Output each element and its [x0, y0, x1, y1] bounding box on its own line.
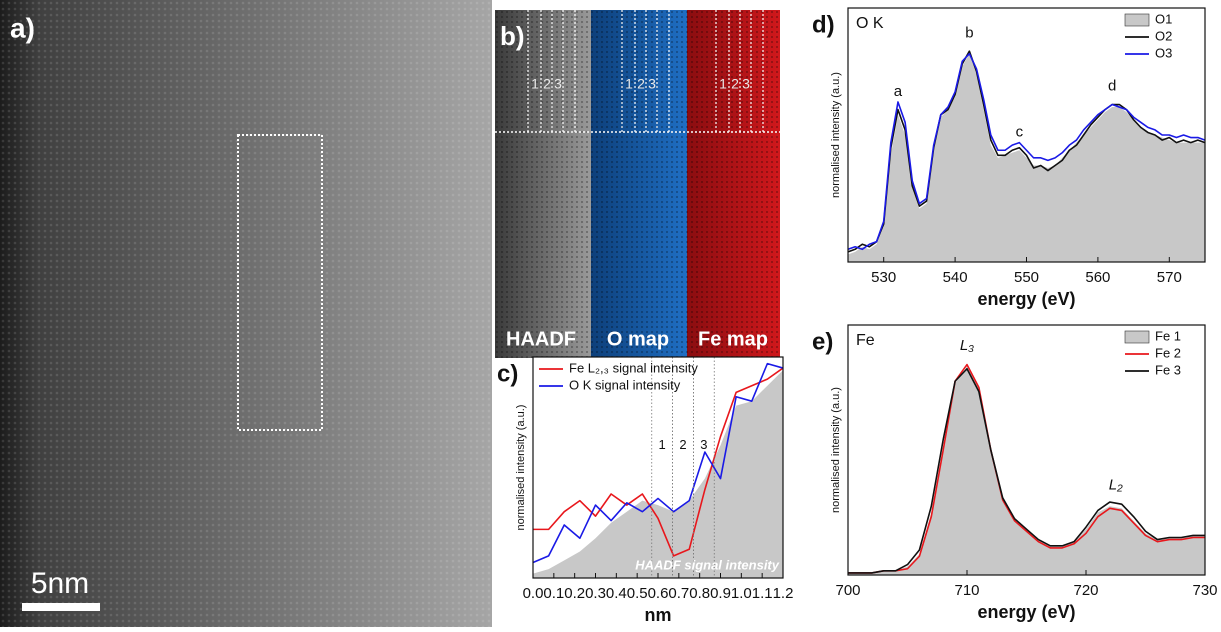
legend-swatch	[1124, 13, 1150, 27]
x-tick-label: 550	[1014, 269, 1039, 286]
panel-label: d)	[812, 11, 835, 38]
legend-label: Fe 2	[1155, 345, 1181, 360]
map-label: O map	[607, 328, 669, 350]
legend-label: Fe L₂,₃ signal intensity	[569, 360, 698, 375]
x-tick-label: 0.1	[543, 585, 564, 602]
strip-label: 1	[531, 76, 539, 92]
x-tick-label: 0.5	[627, 585, 648, 602]
x-tick-label: 0.3	[585, 585, 606, 602]
map-label: Fe map	[698, 328, 768, 350]
map-label: HAADF	[506, 328, 576, 350]
x-tick-label: 720	[1073, 582, 1098, 599]
line-series	[848, 367, 1205, 574]
legend-label: O2	[1155, 28, 1172, 43]
x-axis-label: energy (eV)	[977, 602, 1075, 622]
strip-label: 3	[648, 76, 656, 92]
line-series	[532, 362, 784, 564]
x-tick-label: 1.1	[752, 585, 773, 602]
map-texture	[495, 10, 780, 358]
x-axis-label: energy (eV)	[977, 289, 1075, 309]
strip-label: 1	[625, 76, 633, 92]
y-axis-label: normalised intensity (a.u.)	[830, 387, 842, 513]
scale-label: 5nm	[31, 567, 89, 600]
x-tick-label: 540	[943, 269, 968, 286]
panel-b: 1 2 3 1 2 3 1 2 3 b) HAADF O map Fe map	[495, 10, 780, 358]
panel-label: b)	[500, 21, 525, 51]
strip-label: 1	[719, 76, 727, 92]
legend-label: O K signal intensity	[569, 377, 681, 392]
strip-label: 2	[731, 76, 739, 92]
x-tick-label: 730	[1192, 582, 1217, 599]
region-label: 1	[659, 437, 666, 452]
scale-bar	[22, 603, 100, 611]
peak-label: b	[965, 24, 973, 41]
legend-label: O1	[1155, 11, 1172, 26]
panel-a: a) 5nm	[0, 0, 492, 627]
peak-label: d	[1108, 78, 1116, 95]
line-series	[847, 52, 1206, 251]
legend-label: Fe 3	[1155, 362, 1181, 377]
x-tick-label: 0.6	[648, 585, 669, 602]
peak-label: L₃	[960, 337, 974, 354]
strip-label: 3	[554, 76, 562, 92]
area-label: HAADF signal intensity	[635, 557, 780, 572]
panel-label: a)	[10, 12, 35, 43]
plot-frame	[847, 324, 1206, 576]
legend-label: Fe 1	[1155, 328, 1181, 343]
area-series	[848, 366, 1205, 575]
strip-lines	[527, 10, 764, 132]
lattice-texture	[0, 0, 492, 627]
x-tick-label: 0.0	[523, 585, 544, 602]
area-series	[533, 370, 783, 578]
legend-swatch	[1124, 330, 1150, 344]
peak-label: L₂	[1109, 476, 1123, 493]
chart-title: O K	[856, 15, 884, 32]
line-series	[533, 367, 784, 557]
line-series	[847, 50, 1206, 253]
strip-label: 3	[742, 76, 750, 92]
chart-title: Fe	[856, 332, 875, 349]
x-tick-label: 0.9	[710, 585, 731, 602]
strip-labels: 1 2 3 1 2 3 1 2 3	[531, 76, 750, 92]
x-tick-label: 710	[954, 582, 979, 599]
x-tick-label: 570	[1157, 269, 1182, 286]
x-tick-label: 0.8	[689, 585, 710, 602]
y-axis-label: normalised intensity (a.u.)	[830, 72, 842, 198]
x-tick-label: 0.2	[564, 585, 585, 602]
area-series	[848, 53, 1205, 262]
y-axis-label: normalised intensity (a.u.)	[515, 405, 527, 531]
x-tick-label: 1.2	[773, 585, 794, 602]
panel-label: c)	[497, 360, 518, 387]
peak-label: c	[1016, 123, 1024, 140]
region-label: 3	[700, 437, 707, 452]
map-labels: HAADF O map Fe map	[506, 328, 768, 350]
strip-label: 2	[543, 76, 551, 92]
x-axis-label: nm	[645, 605, 672, 625]
legend-label: O3	[1155, 45, 1172, 60]
panel-label: e)	[812, 328, 833, 355]
strip-label: 2	[637, 76, 645, 92]
roi-box	[237, 134, 323, 431]
x-tick-label: 1.0	[731, 585, 752, 602]
line-series	[848, 363, 1205, 574]
x-tick-label: 700	[835, 582, 860, 599]
x-tick-label: 0.4	[606, 585, 627, 602]
region-label: 2	[679, 437, 686, 452]
x-tick-label: 560	[1085, 269, 1110, 286]
peak-label: a	[894, 83, 903, 100]
x-tick-label: 0.7	[668, 585, 689, 602]
x-tick-label: 530	[871, 269, 896, 286]
